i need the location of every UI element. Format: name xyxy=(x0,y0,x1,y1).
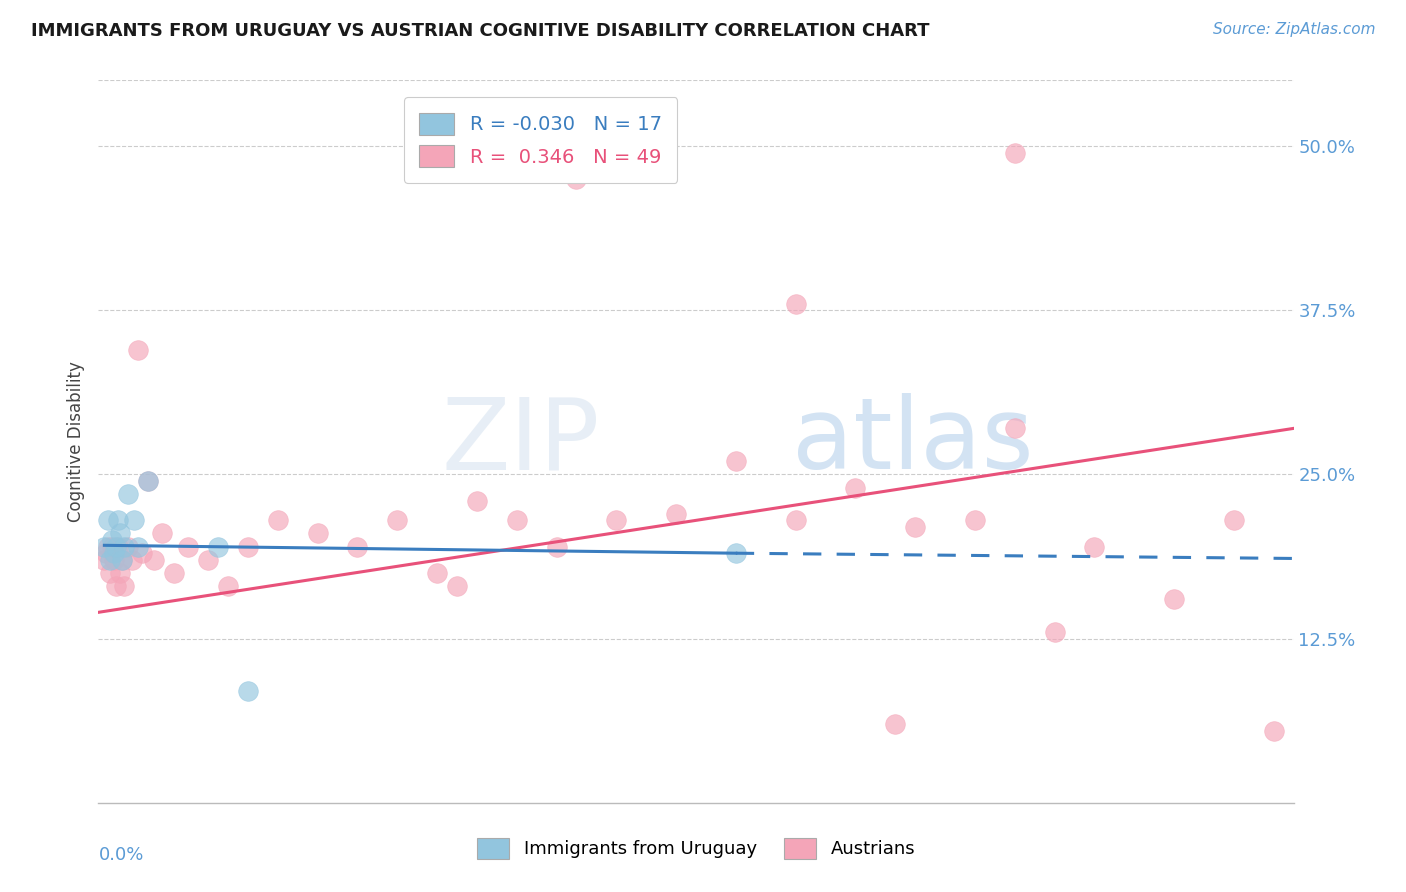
Point xyxy=(131,546,153,560)
Point xyxy=(426,566,449,580)
Text: IMMIGRANTS FROM URUGUAY VS AUSTRIAN COGNITIVE DISABILITY CORRELATION CHART: IMMIGRANTS FROM URUGUAY VS AUSTRIAN COGN… xyxy=(31,22,929,40)
Point xyxy=(107,513,129,527)
Point xyxy=(1004,421,1026,435)
Point xyxy=(124,513,146,527)
Point xyxy=(1163,592,1185,607)
Point xyxy=(1004,145,1026,160)
Point xyxy=(112,540,135,554)
Point xyxy=(565,171,588,186)
Point xyxy=(605,513,627,527)
Point xyxy=(177,540,200,554)
Point xyxy=(96,546,118,560)
Point xyxy=(101,540,124,554)
Point xyxy=(117,540,139,554)
Point xyxy=(97,540,120,554)
Point xyxy=(97,513,120,527)
Point xyxy=(112,579,135,593)
Point xyxy=(307,526,329,541)
Point xyxy=(963,513,986,527)
Y-axis label: Cognitive Disability: Cognitive Disability xyxy=(66,361,84,522)
Point xyxy=(121,553,143,567)
Point xyxy=(117,487,139,501)
Point xyxy=(1083,540,1105,554)
Legend: Immigrants from Uruguay, Austrians: Immigrants from Uruguay, Austrians xyxy=(470,830,922,866)
Point xyxy=(111,553,134,567)
Point xyxy=(136,474,159,488)
Point xyxy=(1043,625,1066,640)
Point xyxy=(446,579,468,593)
Point xyxy=(844,481,866,495)
Point xyxy=(93,553,115,567)
Point xyxy=(207,540,229,554)
Point xyxy=(110,566,132,580)
Text: atlas: atlas xyxy=(792,393,1033,490)
Point xyxy=(465,493,488,508)
Point xyxy=(143,553,166,567)
Text: 0.0%: 0.0% xyxy=(98,847,143,864)
Point xyxy=(267,513,290,527)
Text: Source: ZipAtlas.com: Source: ZipAtlas.com xyxy=(1212,22,1375,37)
Point xyxy=(101,533,124,547)
Point xyxy=(105,540,128,554)
Point xyxy=(136,474,159,488)
Point xyxy=(105,579,128,593)
Point xyxy=(217,579,239,593)
Point xyxy=(103,546,125,560)
Point xyxy=(785,296,807,310)
Point xyxy=(127,343,149,357)
Point xyxy=(346,540,368,554)
Point xyxy=(110,526,132,541)
Point xyxy=(93,540,115,554)
Point xyxy=(785,513,807,527)
Point xyxy=(163,566,186,580)
Point xyxy=(506,513,529,527)
Point xyxy=(1263,723,1285,738)
Point xyxy=(904,520,927,534)
Point xyxy=(150,526,173,541)
Point xyxy=(724,454,747,468)
Point xyxy=(127,540,149,554)
Point xyxy=(1223,513,1246,527)
Point xyxy=(98,553,122,567)
Point xyxy=(884,717,907,731)
Point xyxy=(385,513,409,527)
Point xyxy=(665,507,688,521)
Point xyxy=(546,540,568,554)
Point xyxy=(724,546,747,560)
Point xyxy=(236,540,259,554)
Point xyxy=(197,553,219,567)
Point xyxy=(103,553,125,567)
Point xyxy=(107,540,129,554)
Point xyxy=(98,566,122,580)
Point xyxy=(236,684,259,698)
Text: ZIP: ZIP xyxy=(441,393,600,490)
Point xyxy=(111,553,134,567)
